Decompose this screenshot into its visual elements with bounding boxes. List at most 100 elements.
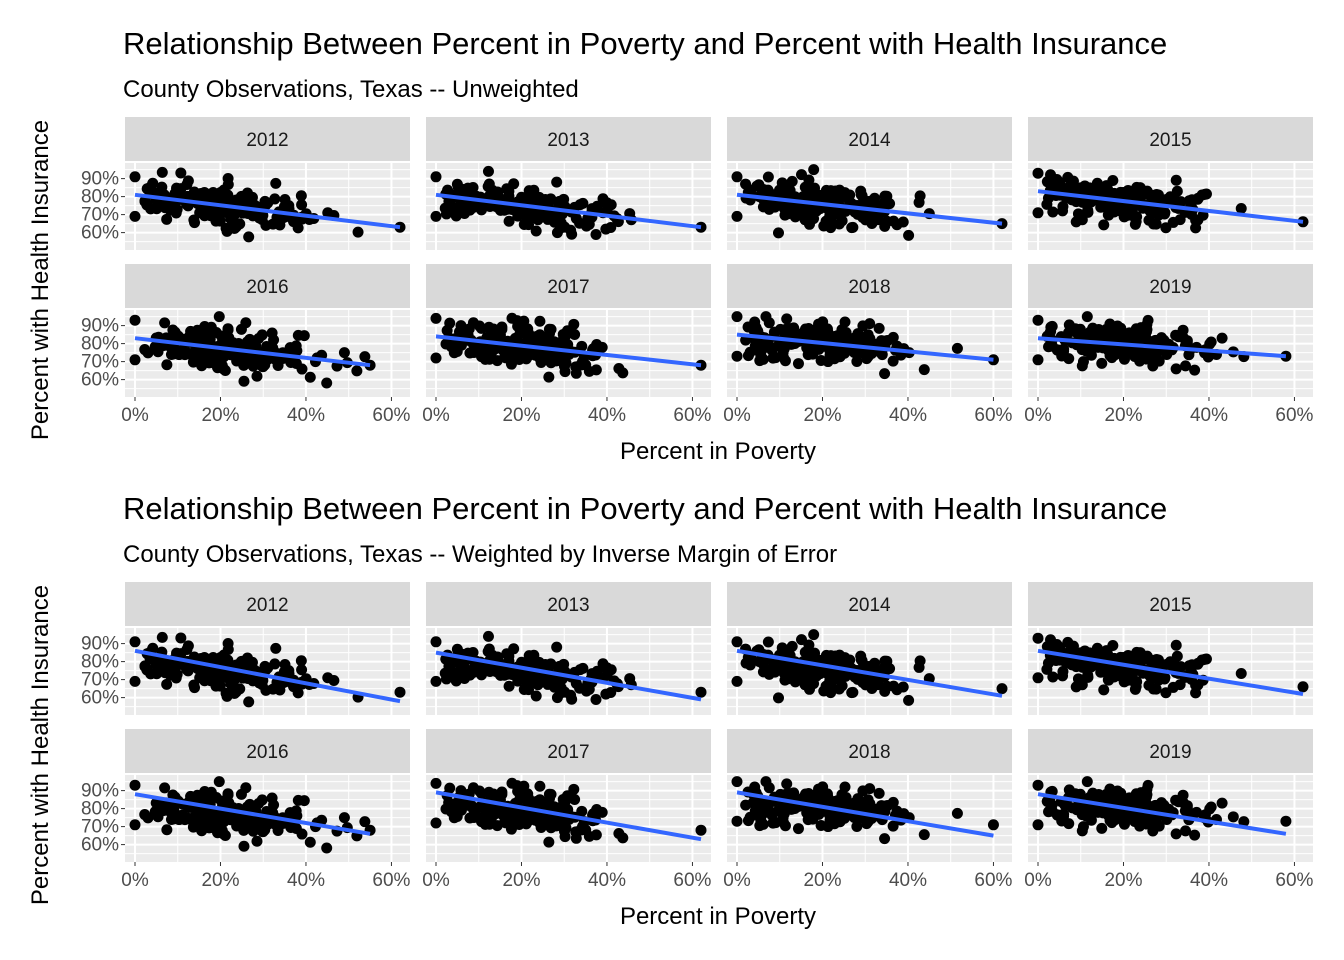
data-point — [818, 220, 830, 232]
data-point — [763, 317, 775, 329]
data-point — [257, 826, 269, 838]
facet-strip — [1028, 117, 1313, 161]
data-point — [534, 315, 546, 327]
data-point — [556, 816, 568, 828]
data-point — [590, 203, 602, 215]
data-point — [210, 680, 222, 692]
data-point — [266, 817, 278, 829]
data-point — [489, 790, 501, 802]
y-tick-label: 60% — [81, 370, 119, 391]
data-point — [987, 819, 999, 831]
fit-line — [1037, 792, 1287, 836]
data-point — [534, 353, 546, 365]
fit-line — [134, 792, 371, 836]
data-point — [295, 655, 307, 667]
data-point — [530, 690, 542, 702]
data-point — [222, 173, 234, 185]
data-point — [296, 199, 308, 211]
fit-line — [736, 332, 994, 362]
data-point — [218, 351, 230, 363]
data-point — [788, 322, 800, 334]
chart-subtitle: County Observations, Texas -- Weighted b… — [123, 541, 837, 568]
data-point — [296, 664, 308, 676]
data-point — [448, 812, 460, 824]
data-point — [444, 317, 456, 329]
x-tick-label: 60% — [372, 405, 410, 426]
data-point — [869, 192, 881, 204]
data-point — [837, 348, 849, 360]
data-point — [824, 814, 836, 826]
data-point — [258, 198, 270, 210]
data-point — [1070, 216, 1082, 228]
data-point — [523, 185, 535, 197]
data-point — [566, 228, 578, 240]
data-point — [243, 231, 255, 243]
data-point — [840, 792, 852, 804]
data-point — [321, 842, 333, 854]
data-point — [489, 808, 501, 820]
data-point — [887, 796, 899, 808]
data-point — [891, 805, 903, 817]
data-point — [786, 640, 798, 652]
data-point — [279, 659, 291, 671]
x-tick-label: 20% — [1104, 870, 1142, 891]
facet-strip-label: 2013 — [547, 595, 589, 616]
data-point — [1106, 817, 1118, 829]
x-tick-label: 0% — [723, 870, 751, 891]
y-tick-label: 80% — [81, 334, 119, 355]
data-point — [797, 202, 809, 214]
data-point — [788, 787, 800, 799]
data-point — [1058, 810, 1070, 822]
facet-2014: 2014 — [727, 582, 1012, 715]
chart-2: Relationship Between Percent in Poverty … — [27, 491, 1314, 930]
data-point — [740, 799, 752, 811]
data-point — [570, 212, 582, 224]
fit-line — [1037, 648, 1304, 696]
chart-1: Relationship Between Percent in Poverty … — [27, 26, 1314, 465]
data-point — [1142, 314, 1154, 326]
data-point — [351, 365, 363, 377]
data-point — [484, 666, 496, 678]
data-point — [186, 813, 198, 825]
facet-strip — [426, 729, 711, 773]
x-tick-label: 60% — [372, 870, 410, 891]
fit-line — [435, 790, 702, 842]
data-point — [1138, 797, 1150, 809]
data-point — [475, 812, 487, 824]
data-point — [186, 348, 198, 360]
data-point — [185, 790, 197, 802]
data-point — [267, 218, 279, 230]
data-point — [503, 680, 515, 692]
data-point — [1032, 632, 1044, 644]
x-tick-label: 40% — [889, 870, 927, 891]
data-point — [574, 664, 586, 676]
data-point — [304, 371, 316, 383]
y-tick-label: 80% — [81, 187, 119, 208]
data-point — [253, 677, 265, 689]
data-point — [515, 792, 527, 804]
data-point — [869, 657, 881, 669]
data-point — [762, 636, 774, 648]
data-point — [270, 642, 282, 654]
data-point — [455, 320, 467, 332]
data-point — [298, 330, 310, 342]
chart-title: Relationship Between Percent in Poverty … — [123, 26, 1167, 61]
data-point — [292, 222, 304, 234]
data-point — [439, 202, 451, 214]
data-point — [1118, 669, 1130, 681]
facet-strip — [426, 117, 711, 161]
data-point — [464, 347, 476, 359]
chart-subtitle: County Observations, Texas -- Unweighted — [123, 76, 579, 103]
data-point — [996, 683, 1008, 695]
data-point — [292, 687, 304, 699]
data-point — [1032, 354, 1044, 366]
facet-2017: 2017 0% 20% 40% 60% — [422, 264, 712, 426]
data-point — [759, 797, 771, 809]
data-point — [164, 204, 176, 216]
data-point — [879, 655, 891, 667]
data-point — [506, 777, 518, 789]
data-point — [731, 210, 743, 222]
data-point — [175, 632, 187, 644]
data-point — [482, 630, 494, 642]
data-point — [1085, 349, 1097, 361]
